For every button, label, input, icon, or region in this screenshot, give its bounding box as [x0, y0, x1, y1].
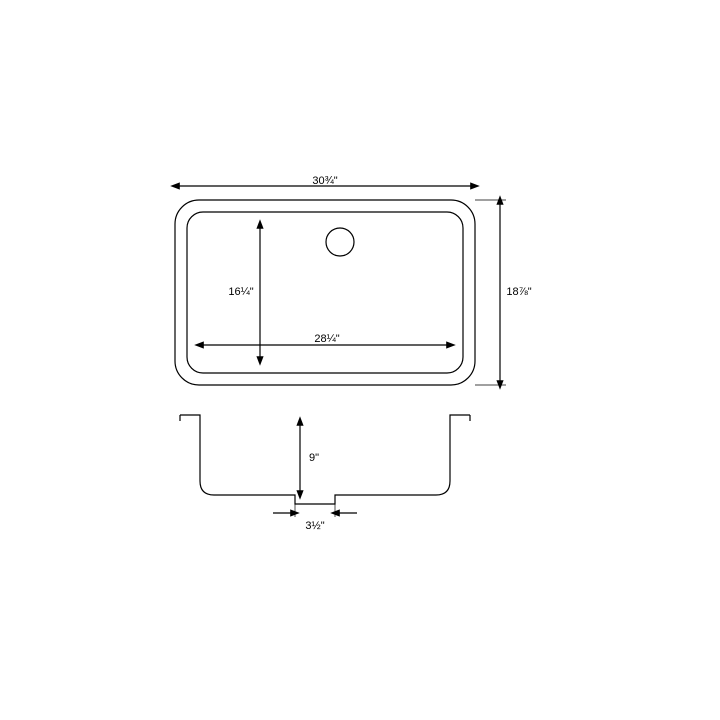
dim-label-inner-height: 16¼" — [228, 286, 253, 298]
technical-drawing-svg — [0, 0, 720, 720]
dim-label-drain: 3½" — [305, 520, 324, 532]
dim-label-outer-height: 18⅞" — [506, 286, 531, 298]
diagram-stage: 30¾" 18⅞" 28¼" 16¼" 9" 3½" — [0, 0, 720, 720]
dim-label-depth: 9" — [309, 452, 319, 464]
dim-label-outer-width: 30¾" — [312, 175, 337, 187]
dim-label-inner-width: 28¼" — [314, 333, 339, 345]
